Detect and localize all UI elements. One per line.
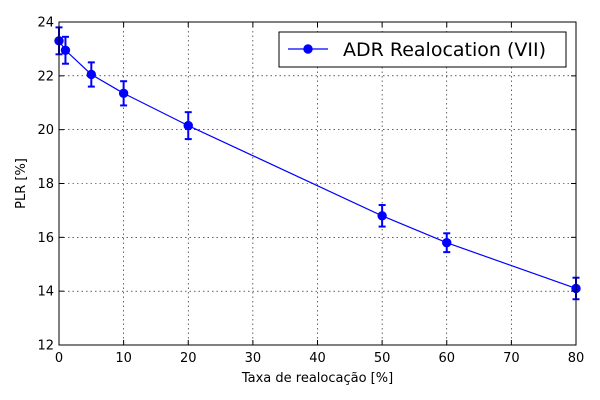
grid-layer	[59, 22, 576, 345]
y-tick-label: 16	[37, 231, 54, 246]
data-point	[377, 211, 387, 221]
x-tick-label: 30	[245, 351, 262, 366]
y-tick-label: 22	[37, 69, 54, 84]
x-tick-label: 20	[180, 351, 197, 366]
y-tick-label: 20	[37, 123, 54, 138]
x-tick-label: 40	[309, 351, 326, 366]
y-tick-label: 24	[37, 16, 54, 31]
x-tick-label: 80	[568, 351, 585, 366]
y-tick-label: 18	[37, 177, 54, 192]
ticks-layer: 0 10 20 30 40 50 60 70 80 12 14 16 18 20 22 24	[37, 16, 584, 367]
legend-entry-label: ADR Realocation (VII)	[343, 39, 546, 61]
data-point	[60, 45, 71, 55]
legend: ADR Realocation (VII)	[278, 31, 567, 68]
y-tick-label: 12	[37, 339, 54, 354]
x-axis-label: Taxa de realocação [%]	[241, 371, 393, 386]
data-point	[86, 69, 97, 80]
y-tick-label: 14	[37, 285, 54, 300]
x-tick-label: 50	[374, 351, 391, 366]
x-tick-label: 60	[438, 351, 455, 366]
x-tick-label: 0	[55, 351, 63, 366]
series-line	[58, 40, 577, 290]
y-axis-label: PLR [%]	[14, 158, 29, 209]
legend-marker	[303, 44, 313, 54]
data-point	[442, 238, 452, 248]
x-tick-label: 10	[115, 351, 132, 366]
x-tick-label: 70	[503, 351, 520, 366]
data-point	[183, 120, 193, 131]
data-point	[118, 88, 129, 99]
